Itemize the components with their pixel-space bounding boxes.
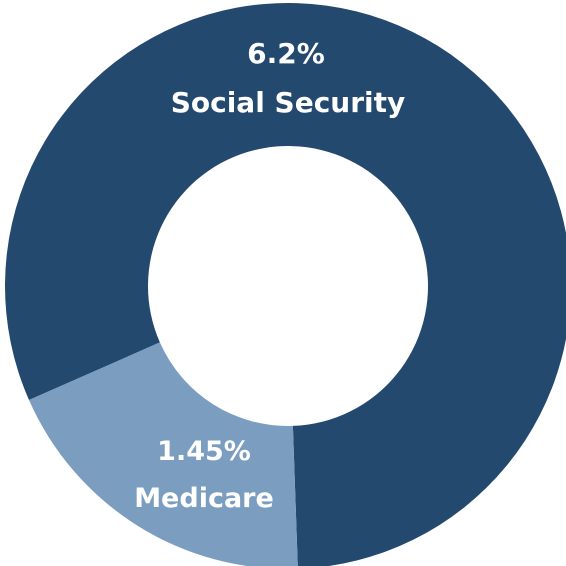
medicare-name-label: Medicare	[134, 483, 274, 514]
medicare-percent-label: 1.45%	[157, 436, 251, 467]
slice-medicare	[28, 342, 298, 566]
social-security-name-label: Social Security	[171, 86, 406, 119]
slice-social-security	[5, 3, 566, 566]
social-security-percent-label: 6.2%	[247, 37, 325, 70]
